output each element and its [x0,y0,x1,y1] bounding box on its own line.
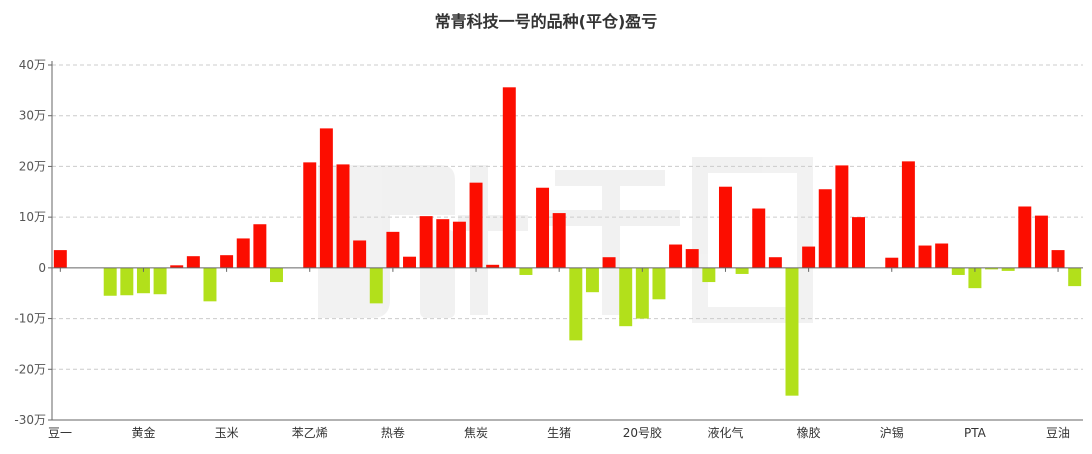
x-tick-label: 沪锡 [880,425,904,440]
x-tick-label: 黄金 [131,425,155,440]
x-tick-label: 液化气 [707,425,743,440]
bar[interactable] [918,245,932,268]
bar[interactable] [469,182,483,268]
bar[interactable] [1001,267,1015,271]
bar[interactable] [120,267,134,296]
y-tick-label: -30万 [14,413,46,427]
y-tick-label: 10万 [19,210,46,224]
y-tick-label: 20万 [19,159,46,173]
bar[interactable] [652,267,666,300]
bar[interactable] [170,265,184,268]
bar[interactable] [885,257,899,268]
bar[interactable] [303,162,317,268]
bar[interactable] [1018,206,1032,268]
bar[interactable] [419,216,433,268]
bar[interactable] [436,219,450,268]
bar[interactable] [153,267,167,295]
bar[interactable] [519,267,533,275]
x-tick-label: 热卷 [381,425,405,440]
bar[interactable] [203,267,217,302]
bar[interactable] [369,267,383,304]
bar[interactable] [253,224,267,268]
bar[interactable] [569,267,583,341]
bar[interactable] [985,267,999,270]
x-tick-label: 20号胶 [623,425,662,440]
x-tick-label: 苯乙烯 [292,426,328,440]
bar[interactable] [635,267,649,319]
y-tick-label: -10万 [14,312,46,326]
bar[interactable] [852,217,865,268]
bar[interactable] [1051,250,1065,268]
bar[interactable] [718,186,732,268]
y-tick-label: 30万 [19,109,46,123]
x-tick-label: PTA [964,426,987,440]
chart-title: 常青科技一号的品种(平仓)盈亏 [434,12,658,31]
bar[interactable] [735,267,749,274]
bar[interactable] [403,256,417,268]
y-tick-label: 40万 [19,58,46,72]
bar[interactable] [502,87,516,268]
x-tick-label: 焦炭 [464,426,488,440]
bar[interactable] [552,213,566,268]
bar[interactable] [452,221,466,268]
bar[interactable] [536,187,550,268]
bar[interactable] [768,257,782,268]
bar[interactable] [619,267,633,327]
bar[interactable] [319,128,333,268]
bar[interactable] [685,249,699,268]
bar[interactable] [336,164,350,268]
bar[interactable] [103,267,117,296]
x-tick-label: 玉米 [215,426,239,440]
bar[interactable] [951,267,965,275]
bar[interactable] [486,264,500,268]
bar[interactable] [53,250,67,268]
y-tick-label: -20万 [14,362,46,376]
bar[interactable] [669,244,683,268]
bar[interactable] [702,267,716,283]
bar[interactable] [220,255,234,268]
x-tick-label: 橡胶 [797,425,821,440]
bar[interactable] [752,208,766,268]
bar[interactable] [236,238,250,268]
bar[interactable] [785,267,799,396]
x-tick-label: 豆一 [48,426,72,440]
bar[interactable] [1034,215,1048,268]
bar[interactable] [270,267,283,283]
bar[interactable] [353,240,367,268]
bar[interactable] [136,267,150,294]
bar[interactable] [901,161,915,268]
y-tick-label: 0 [38,261,46,275]
bar[interactable] [1068,267,1082,287]
bar[interactable] [935,243,949,268]
bar[interactable] [968,267,982,289]
bar[interactable] [802,246,816,268]
bar[interactable] [386,231,400,268]
bar[interactable] [835,165,849,268]
x-tick-label: 豆油 [1046,426,1070,440]
bar[interactable] [186,256,200,268]
bar[interactable] [585,267,599,293]
bar[interactable] [818,189,832,268]
bar[interactable] [602,257,616,268]
x-tick-label: 生猪 [547,426,571,440]
